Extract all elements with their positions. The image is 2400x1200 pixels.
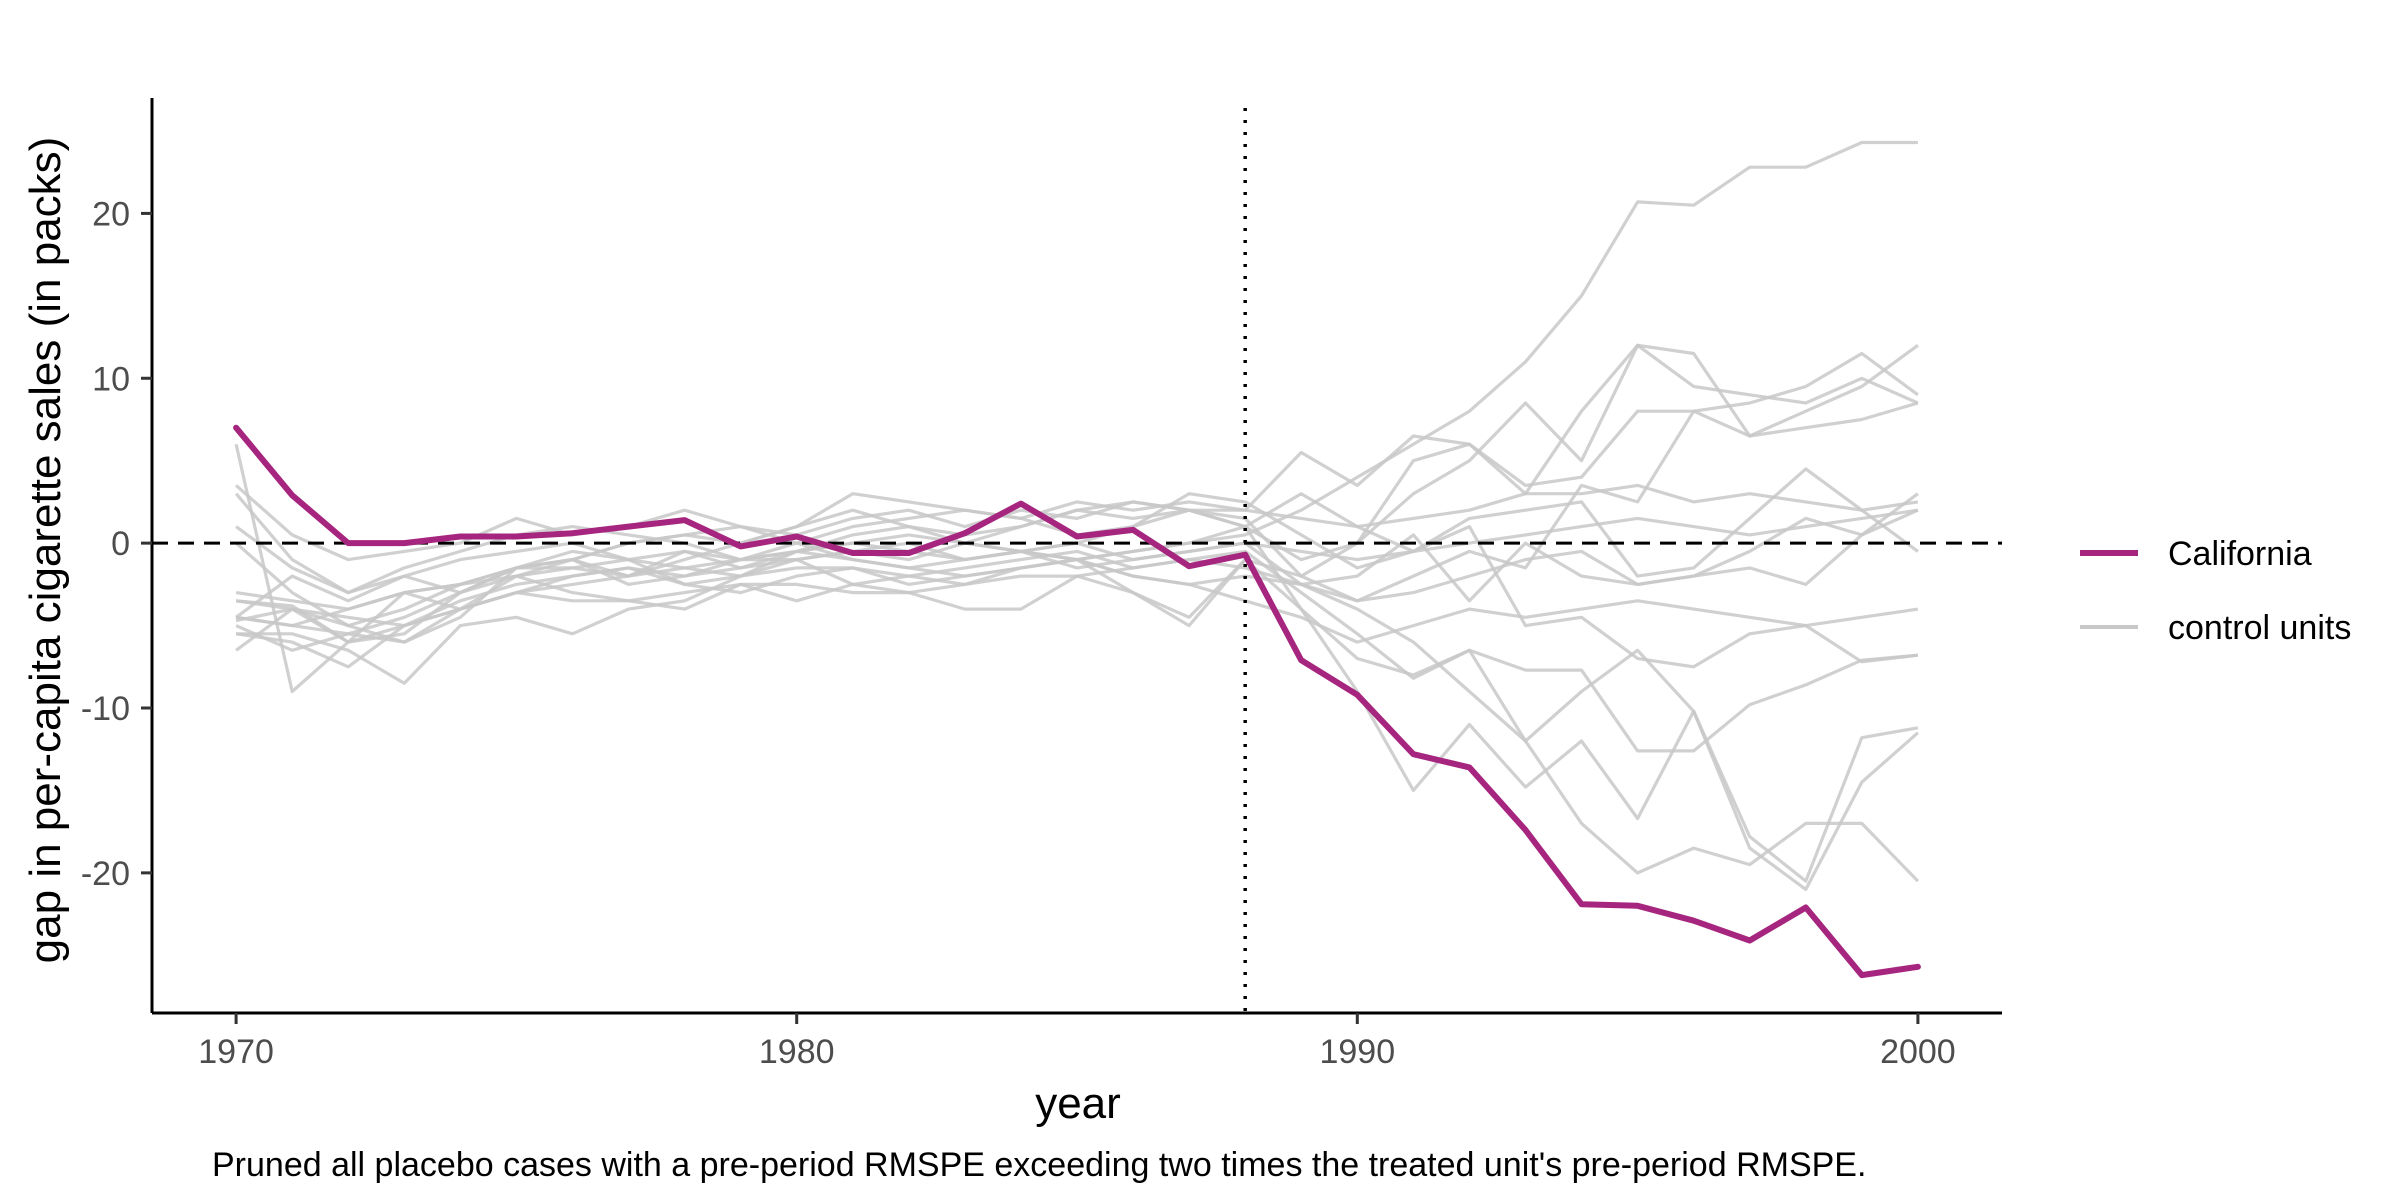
y-tick-label: -10 [81,690,130,728]
series-line-control-unit-9 [235,508,1920,883]
y-axis-title: gap in per-capita cigarette sales (in pa… [21,137,70,964]
legend-label-california: California [2168,535,2312,573]
series-line-control-unit-14 [235,483,1919,636]
chart-caption: Pruned all placebo cases with a pre-peri… [212,1146,1866,1184]
treated-unit-line [233,424,1921,979]
y-tick-label: 20 [92,195,130,233]
x-axis-title: year [1035,1079,1121,1128]
legend: California control units [2080,535,2351,647]
y-axis-ticks: -20 -10 0 10 20 [81,195,152,893]
y-tick-label: 10 [92,360,130,398]
series-line-california [233,424,1921,979]
x-tick-label: 2000 [1880,1033,1956,1071]
series-line-control-unit-12 [234,401,1919,694]
x-tick-label: 1990 [1319,1033,1395,1071]
series-line-control-unit-16 [235,508,1919,611]
y-tick-label: -20 [81,855,130,893]
legend-label-control-units: control units [2168,609,2351,647]
x-tick-label: 1980 [759,1033,835,1071]
x-axis-ticks: 1970 1980 1990 2000 [198,1013,1956,1071]
control-unit-lines [234,140,1920,892]
series-line-control-unit-4 [235,343,1919,669]
series-line-control-unit-3 [235,351,1919,562]
series-line-control-unit-15 [235,557,1919,644]
x-tick-label: 1970 [198,1033,274,1071]
y-tick-label: 0 [111,525,130,563]
plot-area [152,108,2002,1013]
